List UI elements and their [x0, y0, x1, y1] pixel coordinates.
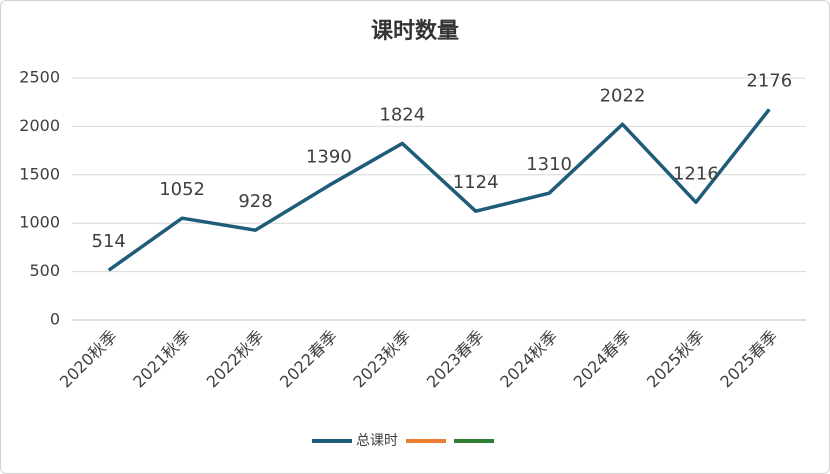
- data-label: 2176: [746, 70, 792, 91]
- data-label: 2022: [600, 85, 646, 106]
- data-label: 1124: [453, 172, 499, 193]
- data-label: 1310: [526, 154, 572, 175]
- data-label: 1390: [306, 146, 352, 167]
- legend-label: 总课时: [356, 433, 398, 449]
- chart-title: 课时数量: [371, 18, 459, 44]
- y-tick-label: 1000: [19, 213, 60, 232]
- y-tick-label: 0: [50, 310, 60, 329]
- data-label: 514: [92, 231, 126, 252]
- data-label: 1052: [159, 179, 205, 200]
- y-tick-label: 2000: [19, 116, 60, 135]
- y-tick-label: 500: [29, 261, 60, 280]
- y-tick-label: 2500: [19, 68, 60, 87]
- data-label: 928: [238, 191, 272, 212]
- series-line: [107, 108, 771, 272]
- data-label: 1824: [379, 104, 425, 125]
- y-tick-label: 1500: [19, 164, 60, 183]
- data-label: 1216: [673, 163, 719, 184]
